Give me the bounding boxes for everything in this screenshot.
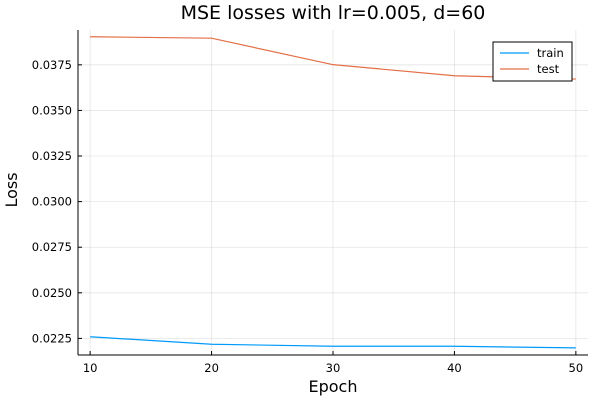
y-tick-label-3: 0.0300 (32, 195, 72, 209)
y-tick-label-5: 0.0350 (32, 103, 72, 117)
y-ticks: 0.0225 0.0250 0.0275 0.0300 0.0325 0.0350 0.03… (32, 58, 82, 345)
x-tick-label-4: 50 (569, 361, 584, 375)
legend-label-train: train (537, 46, 564, 60)
y-tick-label-2: 0.0275 (32, 240, 72, 254)
legend-label-test: test (537, 62, 560, 76)
legend: train test (492, 41, 573, 82)
x-ticks: 10 20 30 40 50 (83, 351, 583, 375)
x-tick-label-2: 30 (326, 361, 341, 375)
grid (78, 30, 588, 355)
y-tick-label-0: 0.0225 (32, 331, 72, 345)
x-tick-label-1: 20 (204, 361, 219, 375)
y-tick-label-1: 0.0250 (32, 286, 72, 300)
y-tick-label-4: 0.0325 (32, 149, 72, 163)
x-tick-label-3: 40 (447, 361, 462, 375)
chart-title: MSE losses with lr=0.005, d=60 (181, 2, 486, 24)
x-tick-label-0: 10 (83, 361, 98, 375)
y-axis-label: Loss (2, 172, 21, 207)
series-line-train (90, 336, 576, 349)
y-tick-label-6: 0.0375 (32, 58, 72, 72)
x-axis-label: Epoch (309, 377, 358, 396)
legend-box (492, 41, 573, 82)
